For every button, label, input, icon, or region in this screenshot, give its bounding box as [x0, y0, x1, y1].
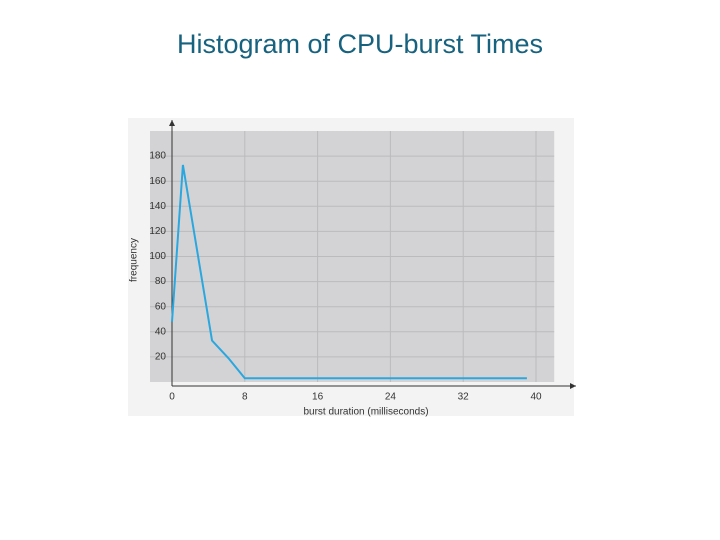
- x-axis-label: burst duration (milliseconds): [303, 407, 428, 418]
- y-axis-arrow: [169, 120, 175, 126]
- x-tick-label: 8: [242, 392, 248, 403]
- y-tick-label: 80: [155, 276, 167, 287]
- x-tick-label: 0: [169, 392, 175, 403]
- y-tick-label: 20: [155, 352, 167, 363]
- plot: 20 40 60 80 100 120 140 160 180 0 8 16 24 32 40 burst d…: [129, 120, 576, 418]
- slide-title: Histogram of CPU-burst Times: [177, 29, 543, 59]
- data-line: [171, 164, 527, 380]
- x-axis-arrow: [570, 383, 576, 389]
- x-tick-label: 16: [312, 392, 324, 403]
- x-tick-label: 24: [385, 392, 397, 403]
- y-axis-label: frequency: [129, 238, 140, 282]
- x-tick-label: 32: [458, 392, 470, 403]
- y-tick-label: 100: [149, 251, 166, 262]
- y-tick-label: 40: [155, 326, 167, 337]
- y-tick-label: 140: [149, 201, 166, 212]
- y-tick-label: 60: [155, 301, 167, 312]
- y-tick-label: 120: [149, 226, 166, 237]
- y-tick-label: 180: [149, 151, 166, 162]
- y-tick-label: 160: [149, 176, 166, 187]
- x-tick-label: 40: [530, 392, 542, 403]
